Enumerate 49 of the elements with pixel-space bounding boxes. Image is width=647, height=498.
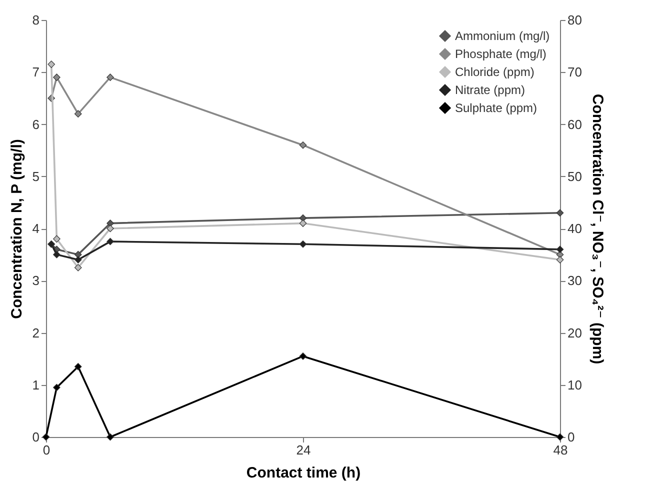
y2-tick-label: 70 [568, 64, 582, 80]
y2-tick-label: 0 [568, 430, 575, 444]
point [74, 264, 82, 272]
x-axis-title: Contact time (h) [246, 464, 361, 482]
y-tick-label: 6 [32, 116, 40, 132]
point [53, 235, 60, 243]
y-tick-label: 3 [32, 273, 40, 288]
y-tick-label: 0 [32, 430, 40, 444]
y-tick-label: 1 [32, 377, 40, 392]
y-tick-label: 5 [32, 168, 40, 184]
point [556, 256, 564, 264]
point [74, 110, 82, 118]
y-tick-label: 7 [32, 64, 40, 80]
point [53, 384, 60, 392]
point [106, 238, 114, 246]
point [556, 209, 564, 217]
x-tick-label: 0 [42, 442, 50, 458]
point [74, 362, 82, 370]
y2-tick-label: 30 [568, 273, 582, 288]
legend-label: Phosphate (mg/l) [455, 47, 546, 61]
y2-tick-label: 20 [568, 325, 582, 340]
x-tick-label: 48 [553, 442, 568, 458]
point [53, 74, 60, 81]
y-axis-title: Concentration N, P (mg/l) [8, 139, 26, 319]
point [48, 60, 56, 68]
legend-label: Ammonium (mg/l) [455, 29, 550, 43]
legend-label: Nitrate (ppm) [455, 83, 526, 97]
y2-tick-label: 80 [568, 12, 582, 28]
y-tick-label: 2 [32, 325, 40, 340]
y2-axis-title: Concentration Cl⁻, NO₃⁻, SO₄²⁻ (ppm) [588, 94, 606, 364]
point [556, 246, 564, 254]
legend-label: Chloride (ppm) [455, 65, 534, 79]
point [299, 352, 307, 360]
point [106, 433, 114, 441]
point [299, 240, 307, 248]
y2-tick-label: 10 [568, 377, 582, 392]
y2-tick-label: 60 [568, 116, 582, 132]
y2-tick-label: 50 [568, 168, 582, 184]
y-tick-label: 4 [32, 221, 40, 236]
x-tick-label: 24 [296, 442, 311, 458]
point [74, 256, 82, 264]
y2-tick-label: 40 [568, 221, 582, 236]
y-tick-label: 8 [32, 12, 40, 28]
point [299, 220, 307, 227]
point [106, 224, 114, 232]
point [53, 250, 60, 258]
point [106, 74, 114, 81]
legend-label: Sulphate (ppm) [455, 101, 538, 115]
point [299, 141, 307, 149]
